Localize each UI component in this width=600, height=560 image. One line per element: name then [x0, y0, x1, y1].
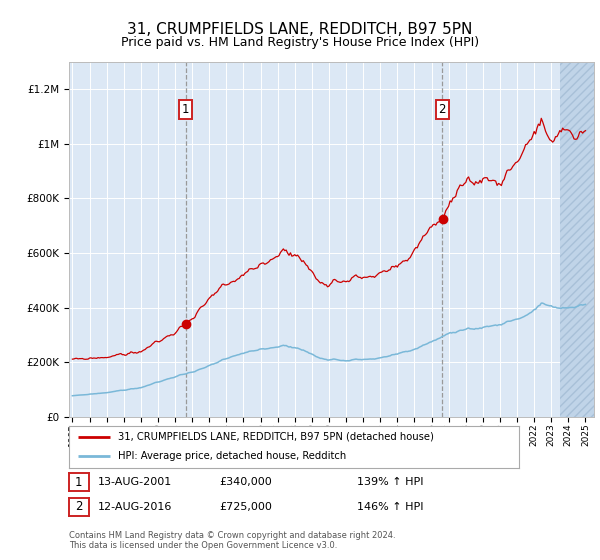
Text: 31, CRUMPFIELDS LANE, REDDITCH, B97 5PN: 31, CRUMPFIELDS LANE, REDDITCH, B97 5PN	[127, 22, 473, 38]
Text: £725,000: £725,000	[219, 502, 272, 512]
Text: 1: 1	[182, 103, 190, 116]
Text: 1: 1	[75, 475, 83, 489]
Text: Price paid vs. HM Land Registry's House Price Index (HPI): Price paid vs. HM Land Registry's House …	[121, 36, 479, 49]
Text: 146% ↑ HPI: 146% ↑ HPI	[357, 502, 424, 512]
Text: 139% ↑ HPI: 139% ↑ HPI	[357, 477, 424, 487]
Text: 31, CRUMPFIELDS LANE, REDDITCH, B97 5PN (detached house): 31, CRUMPFIELDS LANE, REDDITCH, B97 5PN …	[119, 432, 434, 442]
Text: Contains HM Land Registry data © Crown copyright and database right 2024.
This d: Contains HM Land Registry data © Crown c…	[69, 530, 395, 550]
Text: 12-AUG-2016: 12-AUG-2016	[98, 502, 172, 512]
Text: 2: 2	[75, 500, 83, 514]
Text: 13-AUG-2001: 13-AUG-2001	[98, 477, 172, 487]
Text: 2: 2	[439, 103, 446, 116]
Bar	[560, 62, 600, 417]
Text: HPI: Average price, detached house, Redditch: HPI: Average price, detached house, Redd…	[119, 451, 347, 461]
Text: £340,000: £340,000	[219, 477, 272, 487]
